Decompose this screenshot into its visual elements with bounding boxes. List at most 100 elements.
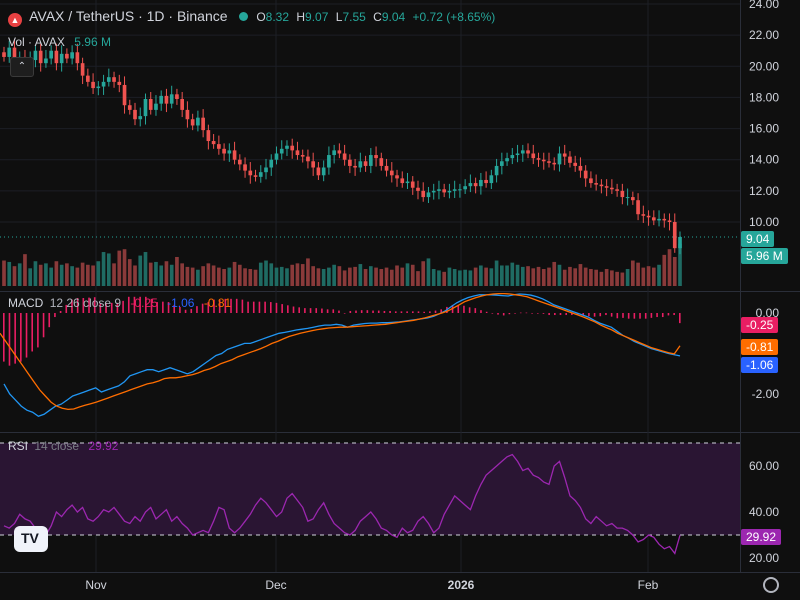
candle-body[interactable] [253, 175, 258, 177]
chart-settings-button[interactable] [762, 576, 780, 594]
candle-body[interactable] [594, 183, 598, 185]
candle-body[interactable] [112, 77, 116, 82]
candle-body[interactable] [65, 53, 69, 59]
volume-legend[interactable]: Vol · AVAX 5.96 M [8, 35, 111, 49]
candle-body[interactable] [368, 155, 373, 166]
candle-body[interactable] [122, 84, 127, 106]
candle-body[interactable] [353, 165, 357, 168]
candle-body[interactable] [515, 153, 520, 156]
candle-body[interactable] [510, 155, 515, 159]
candle-body[interactable] [33, 50, 38, 61]
candle-body[interactable] [269, 159, 274, 168]
candle-body[interactable] [101, 81, 106, 87]
candle-body[interactable] [133, 109, 137, 120]
macd-legend[interactable]: MACD 12 26 close 9 -0.25 -1.06 -0.81 [8, 296, 232, 310]
candle-body[interactable] [651, 217, 656, 221]
candle-body[interactable] [59, 53, 64, 64]
candle-body[interactable] [505, 158, 509, 162]
candle-body[interactable] [536, 158, 541, 160]
candle-body[interactable] [222, 148, 226, 154]
candle-body[interactable] [526, 150, 530, 154]
candle-body[interactable] [154, 103, 158, 110]
candle-body[interactable] [657, 218, 661, 221]
candle-body[interactable] [552, 162, 557, 165]
candle-body[interactable] [636, 200, 640, 215]
candle-body[interactable] [473, 183, 478, 187]
candle-body[interactable] [316, 167, 321, 176]
candle-body[interactable] [667, 220, 672, 222]
candle-body[interactable] [479, 179, 483, 187]
candle-body[interactable] [489, 175, 494, 184]
candle-body[interactable] [311, 161, 316, 168]
candle-body[interactable] [395, 175, 399, 179]
candle-body[interactable] [437, 189, 441, 191]
candle-body[interactable] [211, 141, 216, 145]
candle-body[interactable] [468, 183, 473, 187]
candle-body[interactable] [127, 105, 132, 110]
candle-body[interactable] [426, 192, 431, 198]
candle-body[interactable] [143, 98, 148, 117]
candle-body[interactable] [541, 159, 546, 162]
candle-body[interactable] [410, 181, 415, 188]
candle-body[interactable] [180, 98, 185, 110]
candle-body[interactable] [237, 159, 242, 165]
price-pane[interactable] [0, 39, 740, 286]
macd-line[interactable] [3, 293, 681, 418]
candle-body[interactable] [86, 75, 90, 82]
candle-body[interactable] [7, 47, 12, 57]
candle-body[interactable] [327, 155, 331, 168]
candle-body[interactable] [190, 119, 195, 126]
candle-body[interactable] [589, 178, 593, 184]
candle-body[interactable] [610, 187, 614, 190]
candle-body[interactable] [80, 63, 85, 76]
candle-body[interactable] [604, 186, 609, 188]
candle-body[interactable] [484, 179, 488, 184]
candle-body[interactable] [44, 58, 48, 64]
candle-body[interactable] [531, 153, 536, 159]
candle-body[interactable] [547, 161, 551, 163]
candle-body[interactable] [38, 50, 43, 64]
candle-body[interactable] [442, 189, 447, 193]
rsi-line[interactable] [3, 453, 681, 555]
candle-body[interactable] [374, 155, 378, 159]
candle-body[interactable] [494, 165, 499, 176]
candle-body[interactable] [400, 178, 405, 184]
candle-body[interactable] [285, 145, 289, 149]
candle-body[interactable] [274, 153, 279, 160]
candle-body[interactable] [295, 150, 300, 156]
signal-line[interactable] [0, 292, 681, 411]
candle-body[interactable] [196, 117, 200, 126]
candle-body[interactable] [264, 167, 268, 173]
candle-body[interactable] [321, 167, 326, 176]
candle-body[interactable] [12, 47, 17, 64]
candle-body[interactable] [175, 94, 179, 99]
symbol-legend[interactable]: ▲ AVAX / TetherUS · 1D · Binance O8.32 H… [8, 8, 495, 27]
rsi-pane[interactable] [0, 442, 740, 555]
candle-body[interactable] [54, 50, 59, 64]
candle-body[interactable] [258, 172, 263, 177]
candle-body[interactable] [290, 145, 295, 151]
candle-body[interactable] [342, 153, 347, 160]
candle-body[interactable] [573, 162, 578, 166]
candle-body[interactable] [625, 197, 630, 199]
candle-body[interactable] [646, 215, 651, 218]
candle-body[interactable] [389, 170, 394, 176]
candle-body[interactable] [337, 150, 342, 154]
candle-body[interactable] [75, 52, 80, 64]
candle-body[interactable] [578, 165, 583, 171]
candle-body[interactable] [96, 86, 101, 89]
collapse-legend-button[interactable]: ⌃ [10, 57, 34, 77]
candle-body[interactable] [678, 236, 682, 249]
candle-body[interactable] [416, 187, 420, 191]
candle-body[interactable] [599, 184, 604, 187]
candle-body[interactable] [91, 81, 95, 89]
candle-body[interactable] [641, 214, 646, 216]
candle-body[interactable] [562, 153, 567, 157]
candle-body[interactable] [243, 164, 247, 171]
candle-body[interactable] [49, 50, 53, 59]
candle-body[interactable] [672, 222, 677, 249]
candle-body[interactable] [306, 156, 310, 162]
candle-body[interactable] [227, 150, 232, 154]
candle-body[interactable] [217, 144, 221, 149]
